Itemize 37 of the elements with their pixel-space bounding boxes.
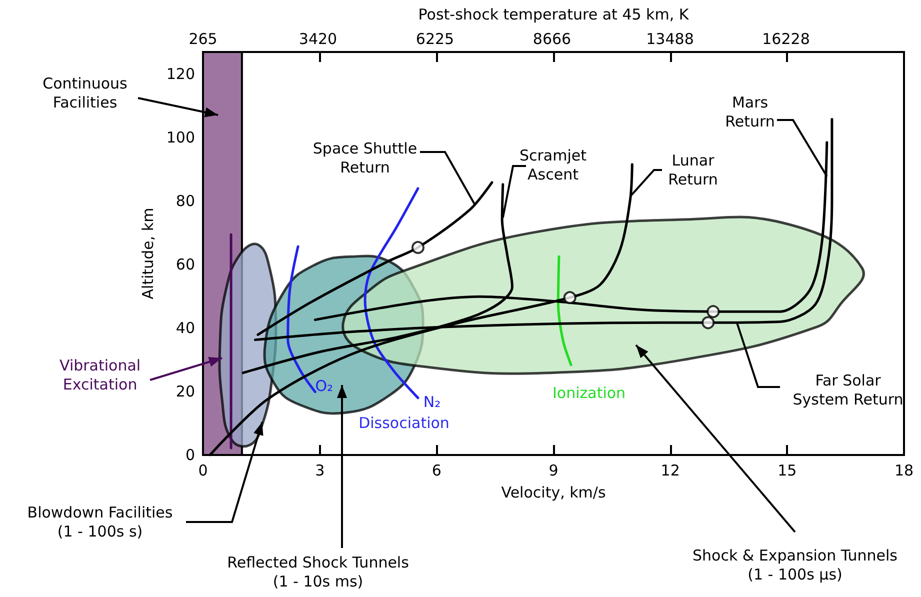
- text: 13488: [646, 30, 694, 48]
- annotation: Far Solar System Return: [792, 372, 904, 408]
- y-tick-label: 60: [176, 256, 195, 274]
- text: Reflected Shock Tunnels (1 - 10s ms): [227, 554, 410, 590]
- annotation: Lunar Return: [668, 152, 718, 188]
- text: 16228: [762, 30, 810, 48]
- text: Continuous Facilities: [42, 74, 128, 112]
- text: Shock & Expansion Tunnels (1 - 100s µs): [692, 546, 898, 584]
- text: 8666: [532, 30, 572, 48]
- legend-label: Vibrational Excitation: [60, 356, 141, 394]
- y-tick-label: 40: [176, 319, 195, 338]
- x-tick-label: 12: [660, 462, 680, 480]
- x-tick-label: 3: [315, 462, 325, 480]
- x-tick-label: 15: [778, 462, 797, 480]
- y-tick-label: 120: [166, 65, 195, 84]
- annotation: Blowdown Facilities (1 - 100s s): [27, 504, 173, 540]
- series-label: N₂: [423, 392, 441, 411]
- annotation: Scramjet Ascent: [519, 146, 587, 184]
- annotation: Space Shuttle Return: [312, 140, 418, 176]
- y-tick-label: 80: [176, 192, 195, 210]
- x2-axis-title: Post-shock temperature at 45 km, K: [418, 6, 690, 24]
- x-axis-title: Velocity, km/s: [501, 484, 606, 502]
- text: 6225: [416, 30, 454, 48]
- text: 3420: [298, 30, 338, 48]
- series-label: O₂: [315, 376, 334, 395]
- x-tick-label: 18: [894, 462, 914, 480]
- annotation: Dissociation: [358, 414, 450, 432]
- annotation: Mars Return: [725, 94, 775, 130]
- y-tick-label: 100: [166, 128, 195, 147]
- x-tick-label: 0: [198, 462, 208, 480]
- series-label: Ionization: [552, 384, 626, 402]
- y-axis-title: Altitude, km: [138, 208, 157, 300]
- x-tick-label: 9: [548, 462, 558, 480]
- y-tick-label: 20: [176, 382, 195, 401]
- text: 265: [188, 30, 218, 48]
- y-tick-label: 0: [185, 446, 195, 464]
- x-tick-label: 6: [432, 462, 442, 480]
